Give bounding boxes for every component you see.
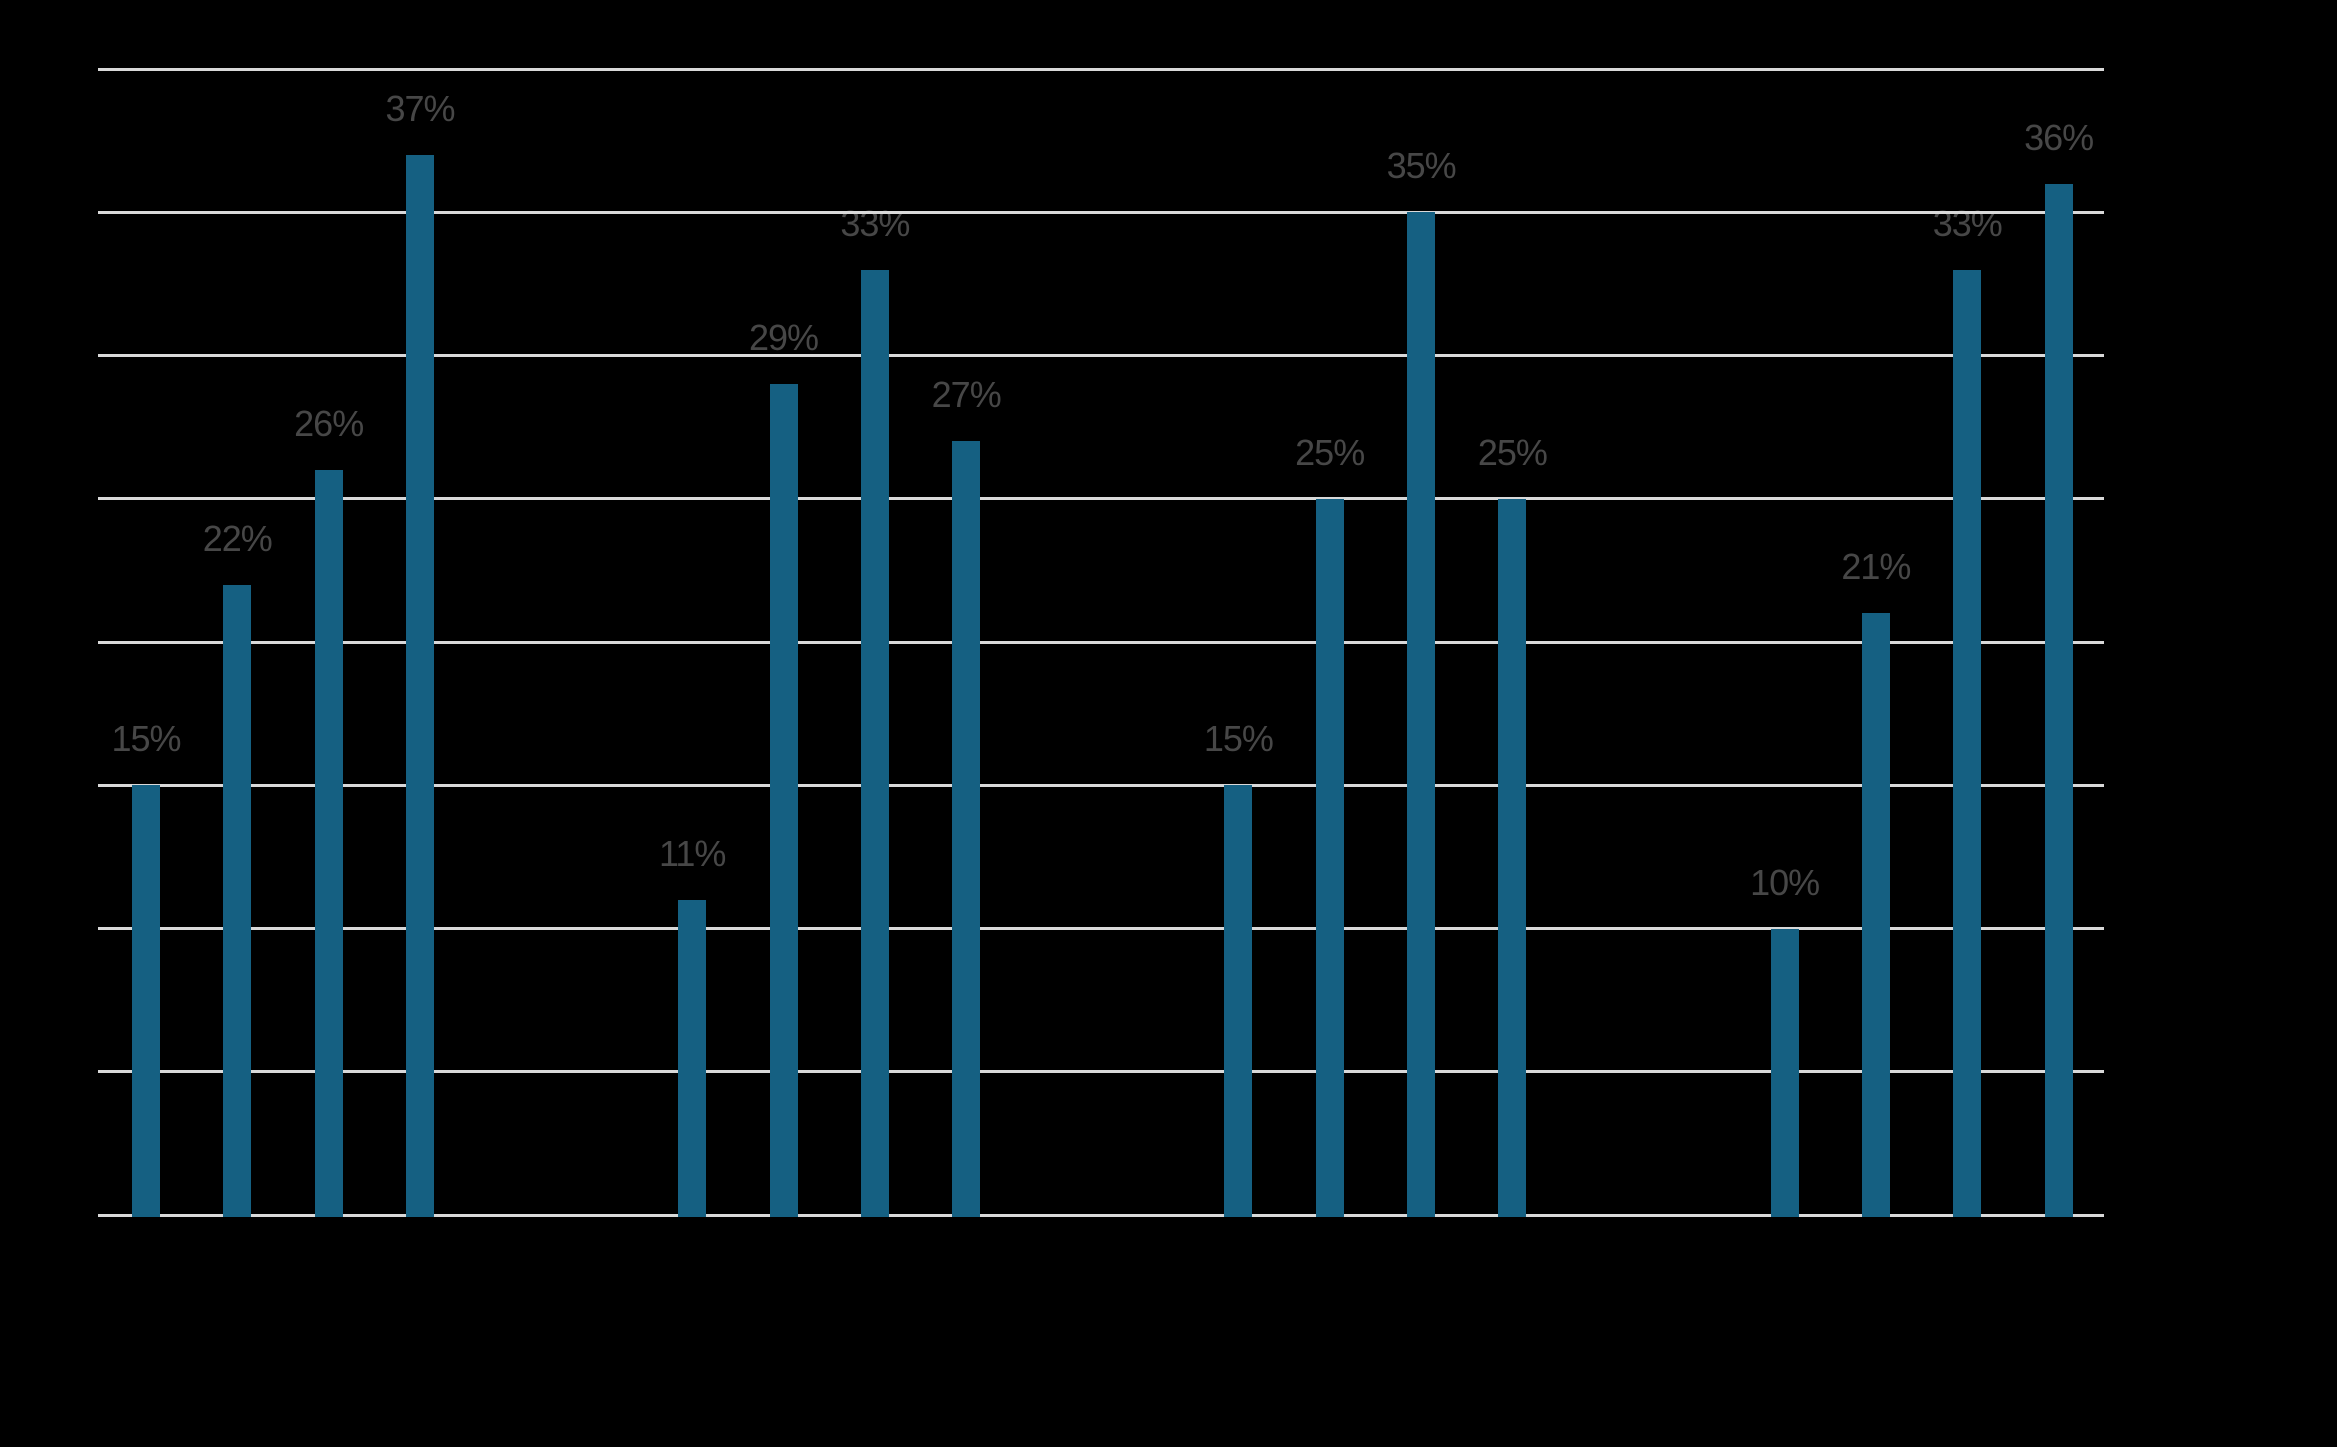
bar bbox=[406, 154, 434, 1217]
bar-value-label: 15% bbox=[1203, 718, 1274, 760]
bar-value-label: 29% bbox=[748, 317, 819, 359]
bar-value-label: 35% bbox=[1386, 145, 1457, 187]
gridline bbox=[98, 497, 2104, 501]
bar bbox=[314, 470, 343, 1217]
gridline bbox=[98, 210, 2104, 214]
bar bbox=[1953, 269, 1982, 1217]
bar bbox=[1407, 212, 1436, 1217]
bar bbox=[860, 269, 889, 1217]
gridline bbox=[98, 783, 2104, 787]
bar bbox=[132, 785, 160, 1217]
bar-value-label: 22% bbox=[202, 517, 273, 559]
bar bbox=[1224, 785, 1253, 1217]
bar bbox=[223, 584, 252, 1217]
gridline bbox=[98, 927, 2104, 930]
bar bbox=[952, 441, 981, 1217]
bar-value-label: 26% bbox=[294, 403, 364, 445]
x-axis-line bbox=[98, 1213, 2104, 1217]
bar-value-label: 15% bbox=[111, 718, 181, 760]
bar bbox=[1315, 498, 1344, 1217]
gridline bbox=[98, 354, 2104, 357]
bar bbox=[678, 899, 707, 1217]
bar bbox=[1861, 613, 1890, 1217]
gridline bbox=[98, 67, 2104, 71]
bar-value-label: 10% bbox=[1750, 861, 1820, 903]
bar-value-label: 37% bbox=[385, 87, 455, 129]
bar-value-label: 36% bbox=[2024, 116, 2094, 158]
bar-value-label: 25% bbox=[1295, 431, 1365, 473]
bar-value-label: 27% bbox=[931, 374, 1002, 416]
bar-value-label: 25% bbox=[1477, 431, 1548, 473]
bar bbox=[1770, 928, 1799, 1217]
bar-value-label: 21% bbox=[1841, 546, 1911, 588]
gridline bbox=[98, 640, 2104, 644]
bar-value-label: 11% bbox=[658, 832, 726, 874]
gridline bbox=[98, 1070, 2104, 1074]
bar bbox=[769, 384, 798, 1217]
bar bbox=[1498, 498, 1527, 1217]
bar bbox=[2044, 183, 2073, 1217]
